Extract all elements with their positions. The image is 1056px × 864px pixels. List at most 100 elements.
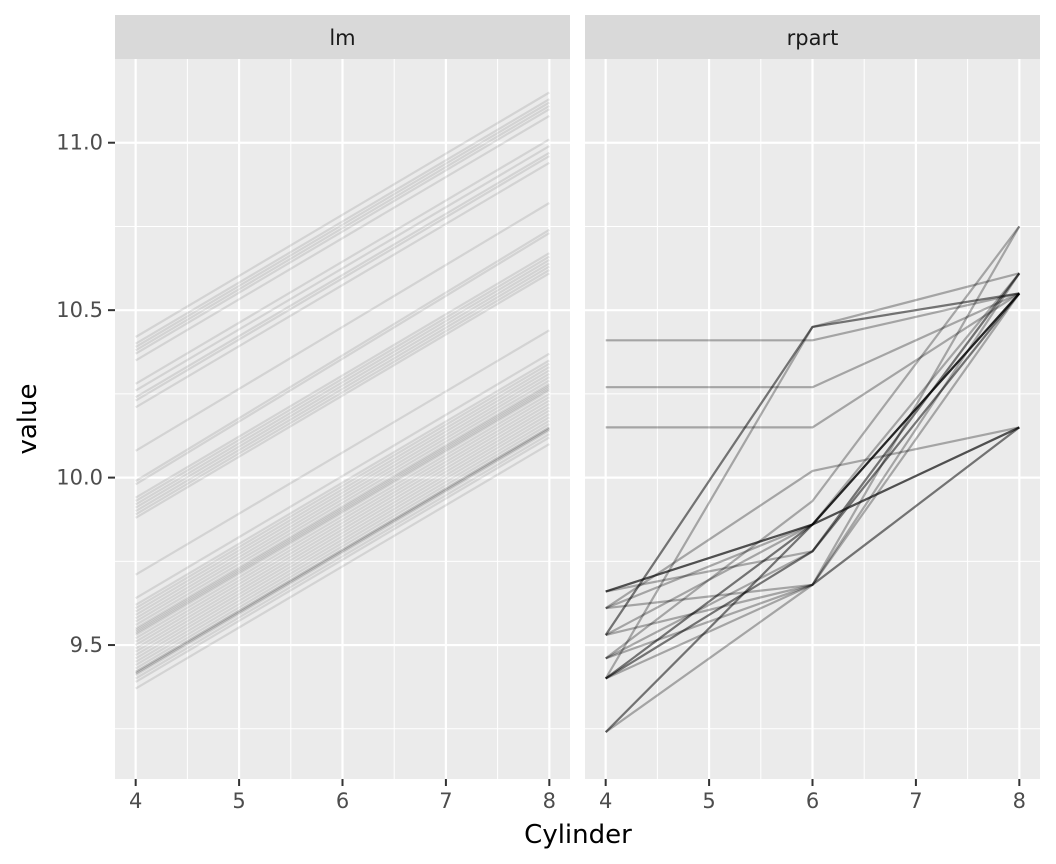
x-tick-label: 6	[336, 789, 349, 813]
facet-strip-lm	[115, 15, 570, 59]
x-tick-label: 5	[702, 789, 715, 813]
series-line	[135, 352, 550, 600]
series-line	[135, 372, 550, 620]
y-axis: 9.5 10.0 10.5 11.0	[56, 131, 115, 657]
facet-strip-label-lm: lm	[329, 26, 355, 50]
series-line	[605, 292, 1020, 429]
y-tick-label: 11.0	[56, 131, 103, 155]
series-line	[135, 98, 550, 345]
series-line	[135, 252, 550, 499]
x-tick-label: 4	[599, 789, 612, 813]
series-line	[135, 436, 550, 683]
series-line	[135, 389, 550, 636]
series-line	[135, 366, 550, 613]
series-line	[135, 392, 550, 640]
series-line	[135, 423, 550, 670]
series-line	[135, 426, 550, 673]
facet-panel-rpart: rpart 4 5 6 7 8	[585, 15, 1040, 813]
series-line	[135, 145, 550, 392]
series-line	[135, 413, 550, 660]
series-line	[135, 409, 550, 657]
series-line	[135, 262, 550, 509]
series-line	[135, 272, 550, 519]
x-tick-label: 8	[1013, 789, 1026, 813]
series-line	[135, 426, 550, 673]
series-line	[135, 108, 550, 355]
facet-panel-lm: lm 4 5 6 7 8	[115, 15, 570, 813]
series-line	[135, 402, 550, 650]
series-line	[135, 429, 550, 677]
series-line	[135, 101, 550, 348]
series-line	[135, 406, 550, 653]
y-tick-label: 10.5	[56, 298, 103, 322]
series-line	[135, 428, 550, 675]
series-line	[135, 151, 550, 399]
series-line	[605, 426, 1020, 610]
x-tick-label: 6	[806, 789, 819, 813]
series-line	[135, 114, 550, 362]
series-line	[135, 428, 550, 675]
series-line	[135, 379, 550, 626]
series-line	[135, 443, 550, 690]
x-tick-label: 5	[232, 789, 245, 813]
series-line	[605, 292, 1021, 680]
series-line	[605, 272, 1021, 660]
series-line	[135, 258, 550, 506]
series-line	[605, 426, 1020, 660]
series-line	[135, 104, 550, 352]
x-tick-label: 8	[543, 789, 556, 813]
series-line	[135, 396, 550, 643]
series-line	[605, 272, 1021, 593]
series-line	[605, 426, 1020, 593]
facet-strip-label-rpart: rpart	[787, 26, 839, 50]
x-tick-label: 7	[909, 789, 922, 813]
series-line	[605, 292, 1021, 680]
series-line	[604, 272, 1021, 733]
series-line	[135, 329, 550, 576]
series-line	[605, 426, 1020, 593]
series-lines-lm	[135, 91, 550, 690]
series-line	[135, 155, 550, 402]
series-line	[135, 138, 550, 385]
series-line	[605, 225, 1021, 660]
series-line	[135, 369, 550, 616]
series-line	[135, 376, 550, 623]
series-line	[135, 269, 550, 516]
series-line	[135, 416, 550, 663]
x-axis-title: Cylinder	[524, 820, 632, 850]
y-axis-title: value	[13, 383, 43, 454]
series-line	[605, 292, 1021, 636]
series-line	[605, 292, 1021, 680]
series-line	[605, 426, 1020, 610]
y-tick-label: 9.5	[70, 633, 103, 657]
series-line	[135, 362, 550, 610]
series-line	[605, 272, 1021, 637]
series-line	[135, 387, 550, 635]
series-line	[135, 384, 550, 631]
series-line	[605, 292, 1021, 593]
series-line	[605, 292, 1021, 680]
series-line	[604, 292, 1020, 636]
facet-strip-rpart	[585, 15, 1040, 59]
series-line	[604, 292, 1021, 733]
series-line	[135, 433, 550, 680]
series-line	[135, 228, 550, 482]
y-tick-label: 10.0	[56, 466, 103, 490]
series-line	[135, 202, 550, 452]
series-line	[135, 419, 550, 667]
series-line	[135, 382, 550, 630]
series-line	[604, 292, 1020, 636]
series-line	[135, 399, 550, 646]
series-line	[135, 232, 550, 486]
series-line	[135, 265, 550, 513]
series-line	[605, 292, 1020, 342]
series-lines-rpart	[604, 225, 1021, 733]
series-line	[135, 386, 550, 633]
series-line	[135, 91, 550, 338]
x-tick-label: 4	[129, 789, 142, 813]
series-line	[605, 292, 1021, 680]
series-line	[135, 161, 550, 409]
series-line	[605, 292, 1020, 389]
series-line	[605, 426, 1020, 610]
